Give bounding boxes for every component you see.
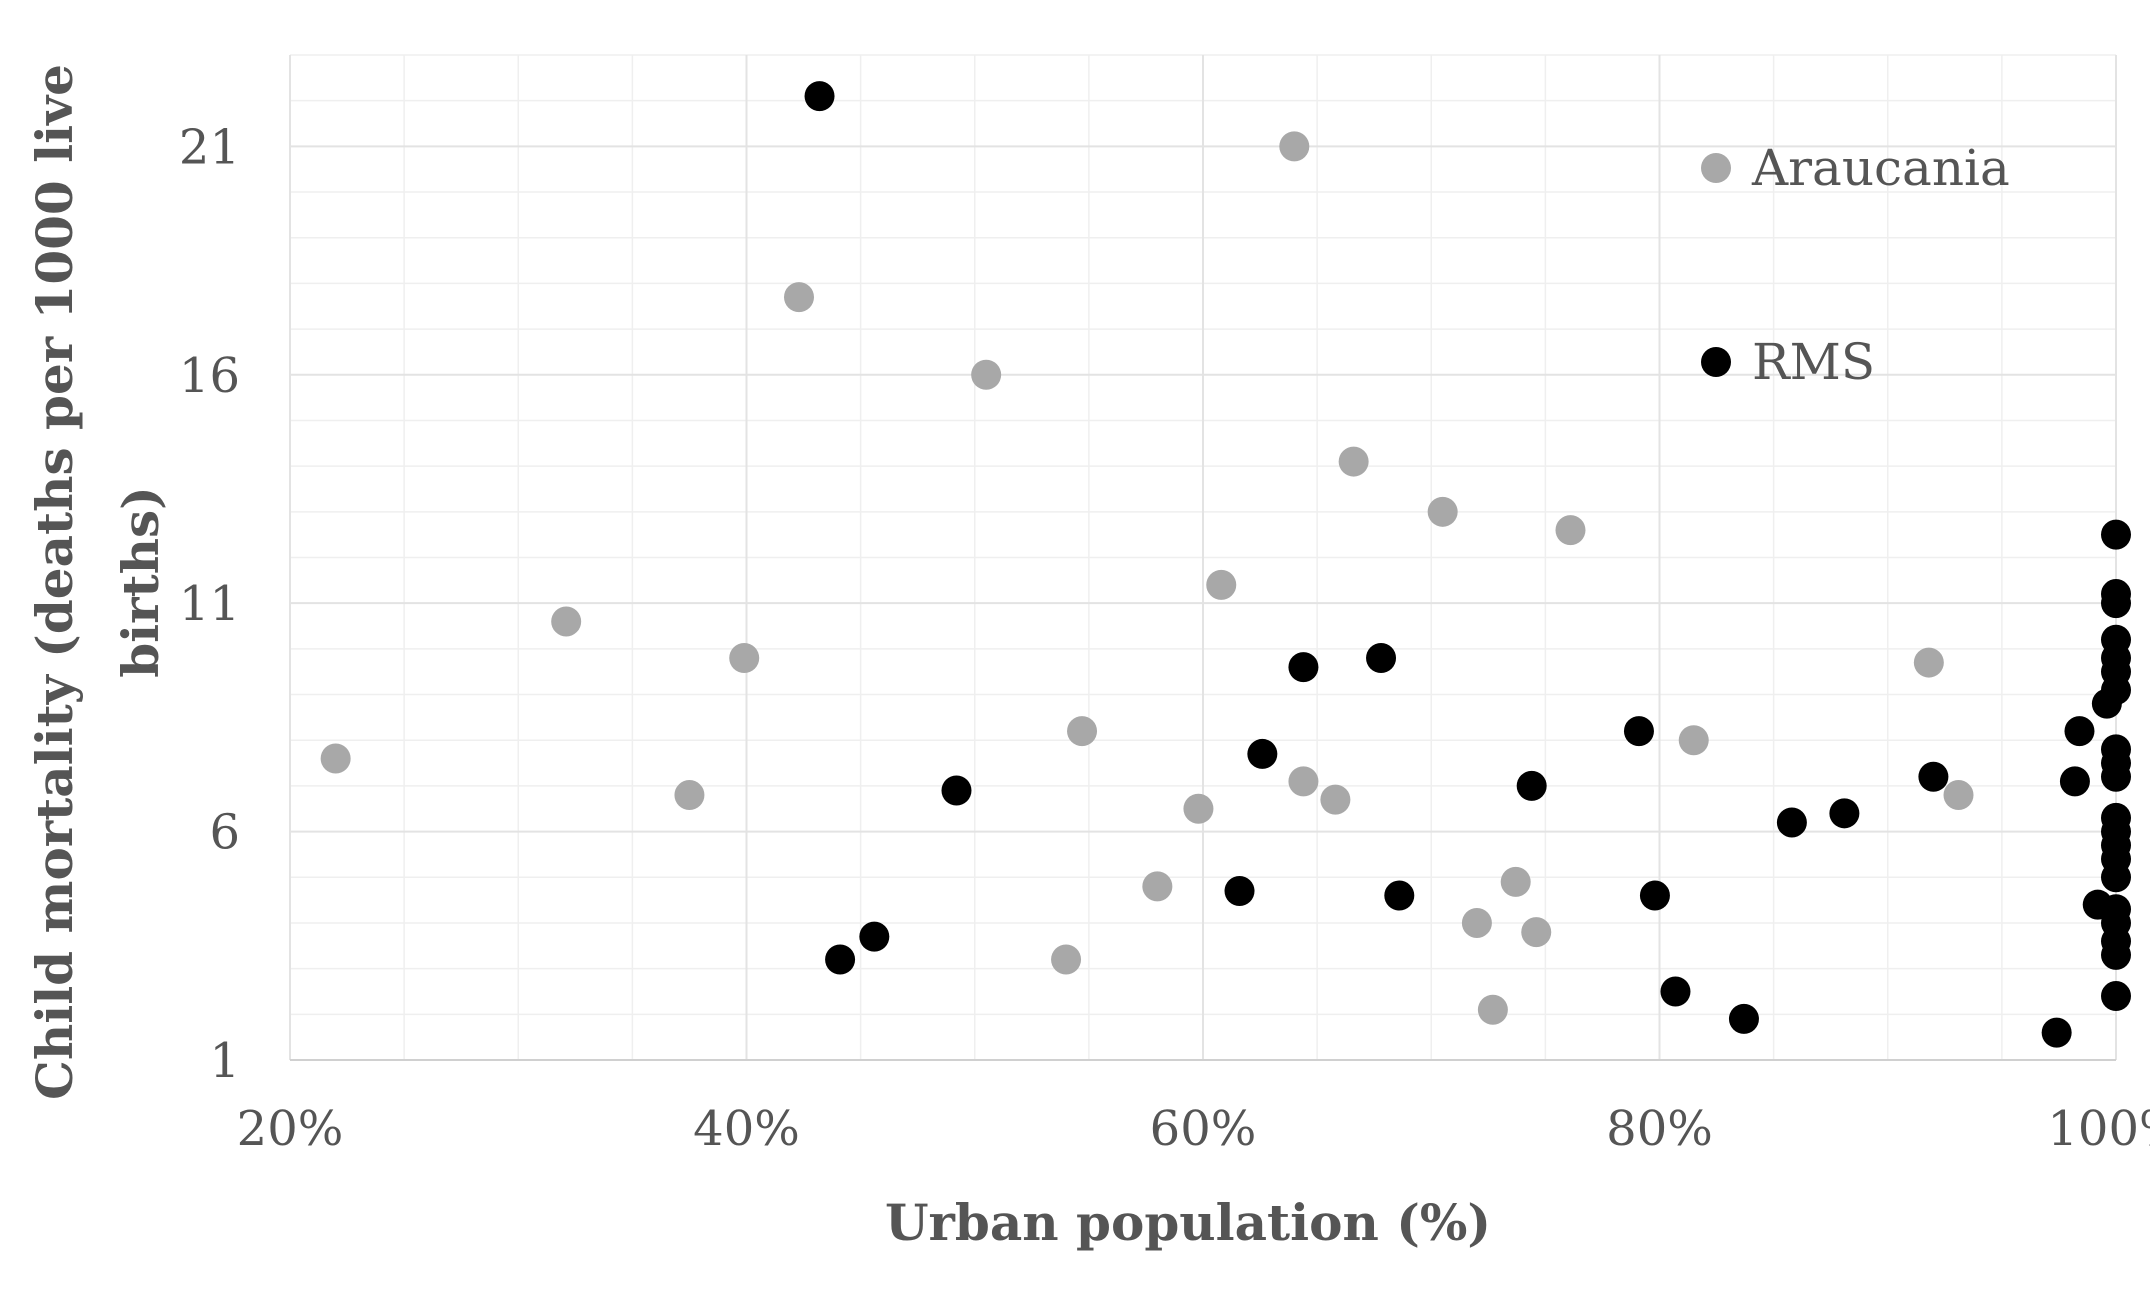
data-point-rms	[2041, 1017, 2072, 1048]
data-point-rms	[1639, 880, 1670, 911]
data-point-araucania	[1338, 446, 1369, 477]
data-point-araucania	[1521, 917, 1552, 948]
x-tick-label: 20%	[237, 1101, 344, 1157]
data-point-rms	[2059, 766, 2090, 797]
data-point-araucania	[1477, 994, 1508, 1025]
x-tick-label: 100%	[2047, 1101, 2150, 1157]
data-point-rms	[2101, 761, 2131, 792]
data-point-araucania	[1320, 784, 1351, 815]
y-axis-title-line-2: births)	[111, 486, 170, 678]
data-point-araucania	[551, 606, 582, 637]
data-point-rms	[1288, 652, 1319, 683]
legend-marker-araucania	[1701, 153, 1731, 183]
data-point-araucania	[1461, 907, 1492, 938]
data-point-rms	[2101, 981, 2131, 1012]
data-point-rms	[1728, 1003, 1759, 1034]
data-point-rms	[2101, 519, 2131, 550]
data-point-araucania	[1427, 496, 1458, 527]
data-point-araucania	[1678, 725, 1709, 756]
data-point-araucania	[1555, 515, 1586, 546]
y-axis-title-line-1: Child mortality (deaths per 1000 live	[25, 64, 84, 1100]
data-point-araucania	[1500, 866, 1531, 897]
x-tick-label: 60%	[1150, 1101, 1257, 1157]
data-point-rms	[2101, 862, 2131, 893]
data-point-araucania	[1943, 780, 1974, 811]
data-point-araucania	[1279, 131, 1310, 162]
data-point-araucania	[1067, 716, 1098, 747]
data-point-araucania	[1142, 871, 1173, 902]
x-tick-label: 40%	[693, 1101, 800, 1157]
data-point-rms	[1516, 770, 1547, 801]
data-point-araucania	[971, 359, 1002, 390]
grid	[289, 54, 2117, 1061]
data-point-rms	[1776, 807, 1807, 838]
legend-label-araucania: Araucania	[1751, 139, 2010, 197]
data-point-rms	[804, 81, 835, 112]
legend: Araucania RMS	[1701, 139, 2010, 391]
data-points	[320, 81, 2131, 1048]
data-point-rms	[859, 921, 890, 952]
data-point-rms	[1247, 738, 1278, 769]
data-point-araucania	[783, 282, 814, 313]
data-point-rms	[1918, 761, 1949, 792]
y-tick-label: 11	[179, 576, 240, 632]
data-point-araucania	[1913, 647, 1944, 678]
x-axis-title: Urban population (%)	[885, 1193, 1491, 1252]
legend-marker-rms	[1701, 347, 1731, 377]
data-point-rms	[941, 775, 972, 806]
data-point-rms	[2101, 939, 2131, 970]
y-tick-label: 6	[209, 805, 240, 861]
y-tick-label: 16	[179, 348, 240, 404]
y-tick-label: 21	[179, 119, 240, 175]
data-point-araucania	[320, 743, 351, 774]
data-point-araucania	[729, 643, 760, 673]
data-point-rms	[2101, 674, 2131, 705]
data-point-rms	[1224, 875, 1255, 906]
legend-label-rms: RMS	[1752, 333, 1875, 391]
data-point-rms	[1384, 880, 1415, 911]
data-point-araucania	[1051, 944, 1082, 975]
data-point-rms	[1366, 643, 1397, 673]
data-point-araucania	[1206, 569, 1237, 600]
data-point-araucania	[1183, 793, 1214, 824]
y-axis-title: Child mortality (deaths per 1000 live bi…	[25, 64, 170, 1100]
data-point-araucania	[674, 780, 705, 811]
y-tick-label: 1	[209, 1033, 240, 1089]
data-point-araucania	[1288, 766, 1319, 797]
x-tick-label: 80%	[1606, 1101, 1713, 1157]
data-point-rms	[2101, 588, 2131, 619]
data-point-rms	[1660, 976, 1691, 1007]
data-point-rms	[1623, 716, 1654, 747]
data-point-rms	[2064, 716, 2095, 747]
data-point-rms	[1829, 798, 1860, 829]
data-point-rms	[825, 944, 856, 975]
